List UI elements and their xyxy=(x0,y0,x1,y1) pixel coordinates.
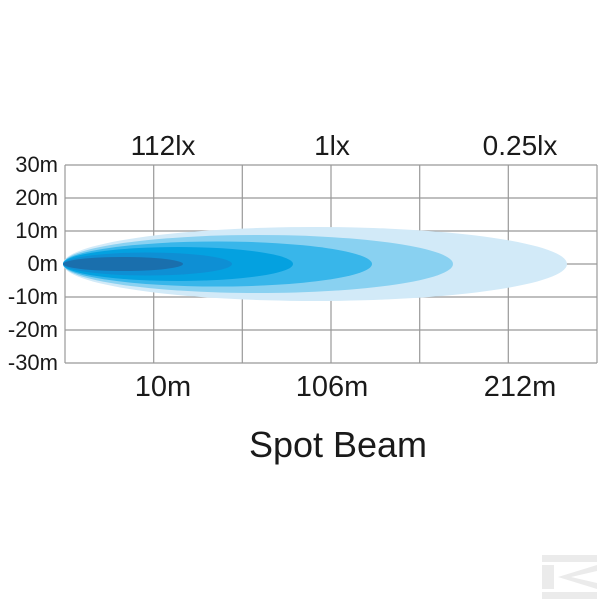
lux-label-025lx: 0.25lx xyxy=(482,130,558,161)
y-axis-tick-0m: 0m xyxy=(27,251,58,276)
page-title: Spot Beam xyxy=(248,424,428,465)
distance-label-106m: 106m xyxy=(295,371,369,403)
beam-zones xyxy=(63,227,567,301)
distance-label-10m: 10m xyxy=(134,371,192,403)
y-axis-tick-neg10m: -10m xyxy=(7,284,58,309)
k-logo-watermark-icon xyxy=(542,555,597,599)
y-axis-tick-20m: 20m xyxy=(15,185,58,210)
y-axis-tick-neg30m: -30m xyxy=(7,350,58,375)
distance-label-212m: 212m xyxy=(483,371,557,403)
y-axis-tick-30m: 30m xyxy=(15,152,58,177)
lux-label-1lx: 1lx xyxy=(314,130,350,161)
beam-zone-ellipse-innermost xyxy=(63,257,183,271)
lux-label-112lx: 112lx xyxy=(130,130,196,161)
y-axis-tick-neg20m: -20m xyxy=(7,317,58,342)
y-axis-tick-10m: 10m xyxy=(15,218,58,243)
